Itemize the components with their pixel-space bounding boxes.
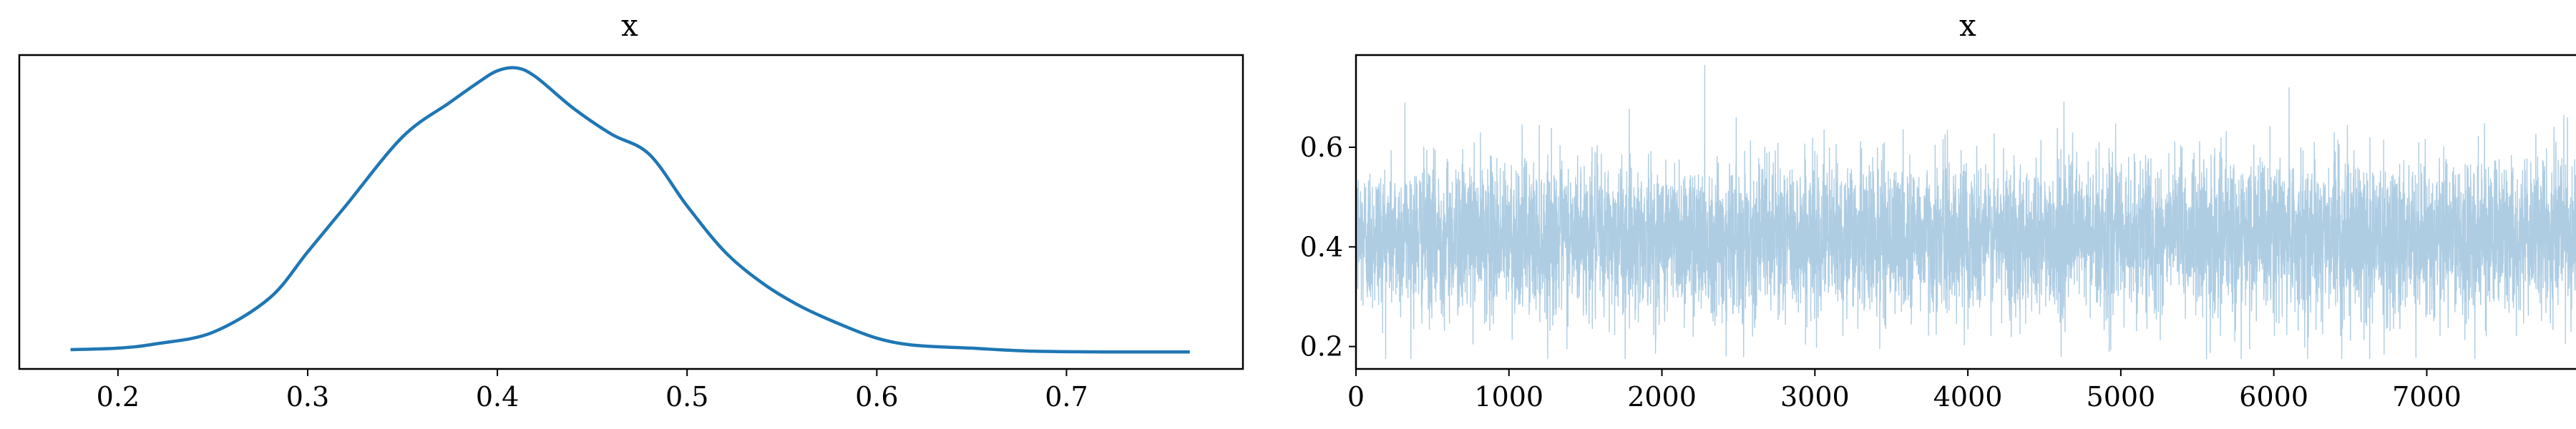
trace-panel: x 0 1000 2000 3000 4000 5000 6000 7000 0.20.40.… xyxy=(1300,8,2576,413)
trace-line xyxy=(1355,64,2576,360)
trace-x-tick-label: 4000 xyxy=(1933,381,2003,413)
density-panel: x 0.2 0.3 0.4 0.5 0.6 0.7 xyxy=(18,8,1244,413)
trace-y-ticks: 0.2 0.4 0.6 xyxy=(1300,132,1356,363)
trace-y-tick-label: 0.2 xyxy=(1300,331,1343,363)
trace-y-tick-label: 0.6 xyxy=(1300,132,1343,163)
trace-title: x xyxy=(1959,8,1976,43)
density-axes-frame xyxy=(18,54,1244,370)
trace-x-tick-label: 1000 xyxy=(1474,381,1543,413)
density-x-tick-label: 0.2 xyxy=(97,381,140,413)
density-x-tick-label: 0.6 xyxy=(855,381,898,413)
trace-x-tick-label: 7000 xyxy=(2392,381,2462,413)
density-title: x xyxy=(621,8,638,43)
density-curve xyxy=(70,66,1190,354)
density-x-tick-label: 0.3 xyxy=(286,381,329,413)
trace-x-tick-label: 0 xyxy=(1347,381,1365,413)
density-x-ticks: 0.2 0.3 0.4 0.5 0.6 0.7 xyxy=(97,369,1088,413)
trace-y-tick-label: 0.4 xyxy=(1300,231,1343,262)
trace-x-tick-label: 2000 xyxy=(1627,381,1697,413)
density-x-tick-label: 0.5 xyxy=(665,381,708,413)
trace-x-tick-label: 3000 xyxy=(1780,381,1850,413)
density-x-tick-label: 0.4 xyxy=(476,381,519,413)
density-x-tick-label: 0.7 xyxy=(1045,381,1088,413)
trace-x-ticks: 0 1000 2000 3000 4000 5000 6000 7000 xyxy=(1347,369,2462,413)
trace-x-tick-label: 6000 xyxy=(2239,381,2308,413)
trace-x-tick-label: 5000 xyxy=(2087,381,2156,413)
trace-axes-frame xyxy=(1355,54,2576,370)
